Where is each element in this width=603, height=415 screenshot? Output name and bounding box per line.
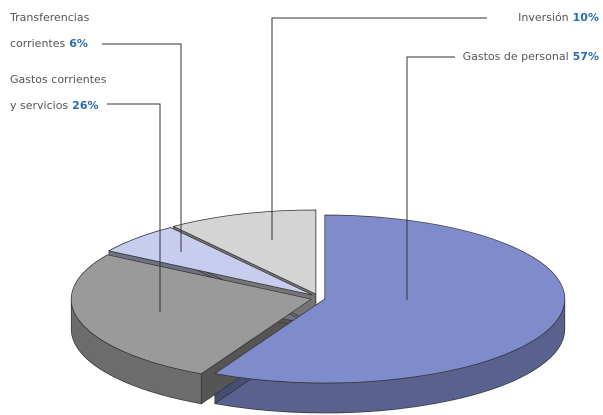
category-label: Transferencias corrientes <box>10 11 90 50</box>
value-label: 10% <box>572 11 599 24</box>
slice-label: Gastos corrientes y servicios 26% <box>10 67 112 119</box>
value-label: 6% <box>69 37 88 50</box>
leader-line <box>107 103 161 312</box>
category-label: Gastos corrientes y servicios <box>10 73 107 112</box>
category-label: Inversión <box>518 11 569 24</box>
pie <box>70 209 566 414</box>
leader-line <box>102 43 182 252</box>
slice-label: Transferencias corrientes 6% <box>10 5 110 57</box>
leader-line <box>406 56 455 300</box>
slice <box>213 214 566 384</box>
slice-label: Gastos de personal 57% <box>463 44 599 70</box>
slice-label: Inversión 10% <box>518 5 599 31</box>
value-label: 26% <box>72 99 99 112</box>
value-label: 57% <box>572 50 599 63</box>
category-label: Gastos de personal <box>462 50 569 63</box>
leader-line <box>271 17 487 240</box>
slice <box>70 254 313 375</box>
